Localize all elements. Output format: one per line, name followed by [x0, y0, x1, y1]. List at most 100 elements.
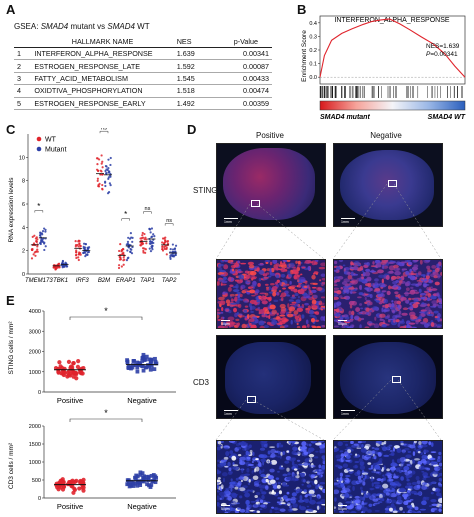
- cell: [250, 478, 254, 482]
- cell: [293, 468, 298, 471]
- e-point: [152, 367, 157, 372]
- cell: [300, 472, 305, 478]
- cell: [229, 450, 234, 454]
- e-ytick-label: 3000: [29, 329, 41, 335]
- cell: [280, 444, 284, 448]
- cell: [431, 503, 438, 507]
- cell: [264, 292, 269, 296]
- e-sting-yticks: 0 1000 2000 3000 4000: [29, 309, 44, 396]
- c-point: [43, 227, 46, 230]
- cell: [291, 496, 296, 501]
- cell: [323, 507, 325, 510]
- c-point: [40, 232, 43, 235]
- cell: [399, 457, 407, 463]
- cell: [292, 268, 298, 273]
- scale-bar: [221, 505, 230, 506]
- cell: [274, 511, 280, 513]
- cell: [409, 314, 417, 320]
- cell: [227, 316, 235, 321]
- cell: [246, 280, 251, 282]
- c-point: [79, 253, 82, 256]
- es-ytick-label: 0.3: [309, 34, 317, 40]
- scale-bar: [338, 320, 347, 321]
- cell: [297, 279, 300, 283]
- c-point: [35, 240, 38, 243]
- cell: [419, 304, 427, 308]
- e-point: [134, 476, 138, 481]
- e-cd3-sig: *: [104, 408, 108, 418]
- cell: [230, 478, 233, 482]
- cell: [349, 496, 353, 499]
- row-nes: 1.639: [173, 47, 220, 61]
- c-point: [121, 247, 125, 251]
- cell: [361, 443, 364, 448]
- c-category-label: TAP2: [162, 278, 177, 284]
- cell: [239, 456, 246, 461]
- cell: [251, 460, 254, 464]
- cell: [381, 446, 388, 452]
- cell: [385, 488, 391, 492]
- cell: [408, 261, 413, 266]
- c-sig-label: *: [124, 210, 127, 219]
- c-point: [126, 257, 129, 260]
- cell: [297, 260, 301, 265]
- cell: [280, 263, 287, 266]
- cell: [305, 508, 312, 511]
- c-points: * ns * ns ns: [30, 128, 178, 271]
- cell: [297, 306, 304, 308]
- cell: [237, 507, 242, 510]
- cell: [340, 286, 344, 290]
- row-hallmark: INTERFERON_ALPHA_RESPONSE: [31, 47, 174, 61]
- cell: [357, 441, 362, 444]
- cell: [320, 499, 325, 504]
- cell: [431, 442, 434, 447]
- cell: [317, 496, 320, 500]
- cell: [254, 504, 260, 507]
- c-point: [84, 243, 87, 246]
- cell: [291, 450, 297, 455]
- cell: [244, 305, 249, 308]
- cell: [264, 309, 270, 314]
- cell: [440, 265, 442, 268]
- e-point: [131, 484, 136, 488]
- cell: [390, 503, 395, 509]
- cell: [349, 319, 354, 322]
- cell: [300, 273, 303, 276]
- cell: [420, 458, 427, 464]
- e-point: [74, 370, 79, 376]
- cell: [224, 293, 229, 297]
- cell: [321, 281, 325, 285]
- cell: [235, 443, 240, 447]
- cell: [310, 474, 316, 479]
- cell: [291, 301, 297, 304]
- cell: [351, 300, 357, 306]
- c-point: [36, 248, 39, 251]
- cell: [409, 289, 416, 295]
- cell: [405, 454, 412, 459]
- cell: [435, 492, 442, 497]
- cell: [282, 473, 288, 477]
- cell: [237, 294, 241, 299]
- c-category-label: B2M: [98, 278, 110, 284]
- e-point: [138, 472, 143, 477]
- cell: [423, 496, 430, 500]
- cell: [334, 287, 340, 290]
- cell: [290, 441, 296, 444]
- cell: [357, 296, 362, 299]
- c-point: [165, 253, 168, 256]
- cell: [404, 485, 409, 489]
- cell: [265, 478, 269, 483]
- c-point: [163, 247, 167, 251]
- cell: [320, 296, 325, 299]
- c-category-label: ERAP1: [116, 278, 136, 284]
- c-point: [109, 156, 112, 160]
- cell: [218, 279, 226, 282]
- fluorescence-texture: [217, 260, 325, 328]
- e-point: [137, 479, 142, 484]
- e-point: [76, 358, 81, 364]
- cell: [306, 323, 310, 328]
- cell: [315, 450, 319, 453]
- cell: [284, 460, 290, 464]
- d-row-sting: STING: [193, 186, 218, 195]
- cell: [248, 264, 255, 269]
